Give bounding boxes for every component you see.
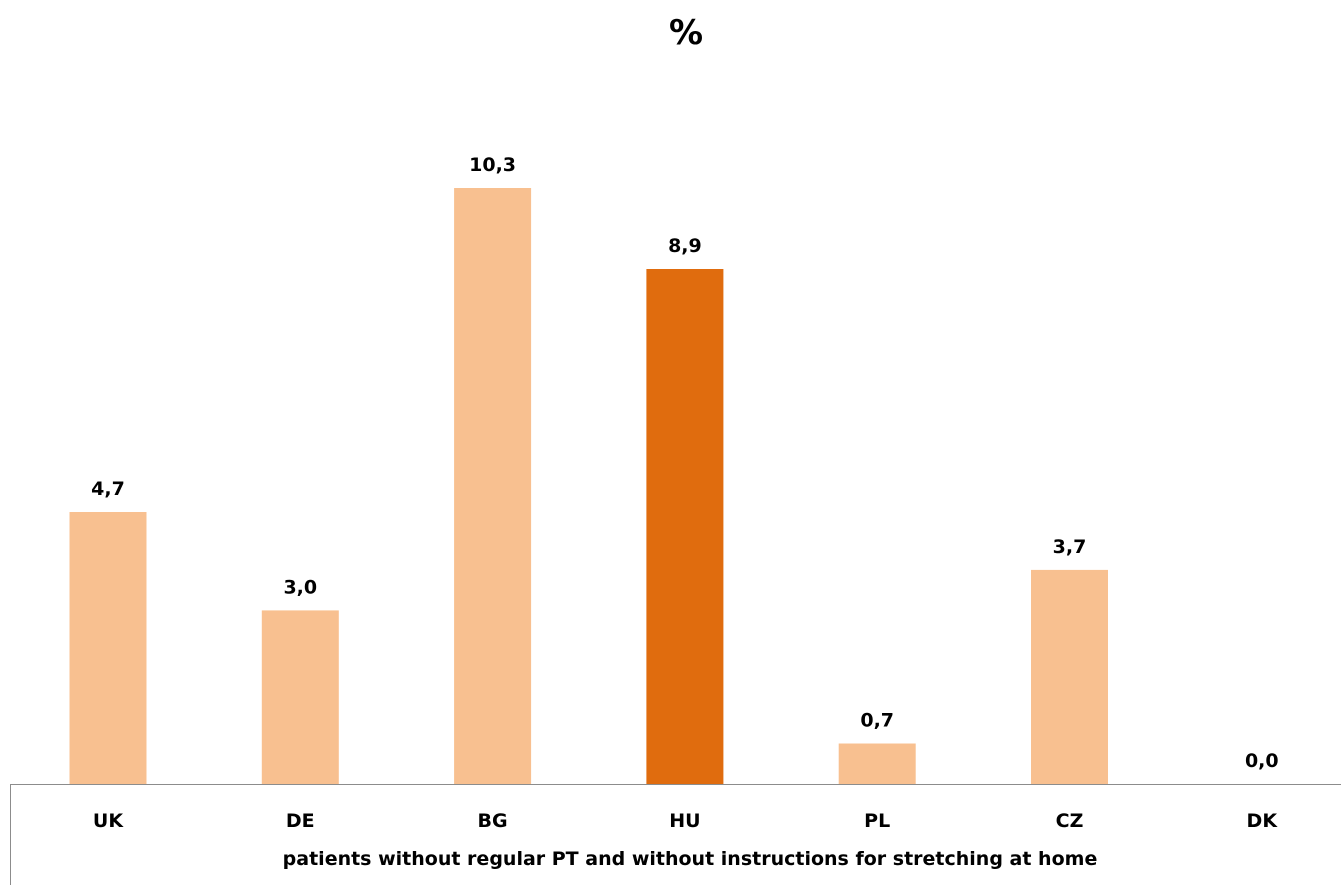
data-label-hu: 8,9 bbox=[668, 235, 702, 257]
x-tick-label-bg: BG bbox=[478, 810, 508, 832]
data-labels-layer: 4,7 3,0 10,3 8,9 0,7 3,7 0,0 bbox=[91, 154, 1278, 772]
bar-bg bbox=[454, 188, 532, 784]
x-tick-label-de: DE bbox=[286, 810, 315, 832]
chart-title: % bbox=[669, 13, 703, 53]
bar-uk bbox=[69, 512, 147, 784]
data-label-de: 3,0 bbox=[283, 576, 317, 598]
data-label-uk: 4,7 bbox=[91, 478, 125, 500]
x-tick-label-dk: DK bbox=[1247, 810, 1279, 832]
bar-hu bbox=[646, 269, 724, 784]
bar-pl bbox=[838, 743, 916, 784]
data-label-cz: 3,7 bbox=[1053, 536, 1087, 558]
bars-layer bbox=[69, 188, 1108, 784]
x-axis-label: patients without regular PT and without … bbox=[283, 848, 1098, 870]
bar-cz bbox=[1031, 569, 1108, 784]
data-label-pl: 0,7 bbox=[860, 710, 894, 732]
x-tick-label-cz: CZ bbox=[1056, 810, 1084, 832]
x-tick-labels-layer: UK DE BG HU PL CZ DK bbox=[93, 810, 1278, 832]
x-tick-label-uk: UK bbox=[93, 810, 124, 832]
data-label-bg: 10,3 bbox=[469, 154, 516, 176]
x-tick-label-pl: PL bbox=[864, 810, 890, 832]
bar-de bbox=[261, 610, 339, 784]
x-axis-line bbox=[10, 784, 1341, 885]
x-tick-label-hu: HU bbox=[669, 810, 700, 832]
data-label-dk: 0,0 bbox=[1245, 750, 1279, 772]
